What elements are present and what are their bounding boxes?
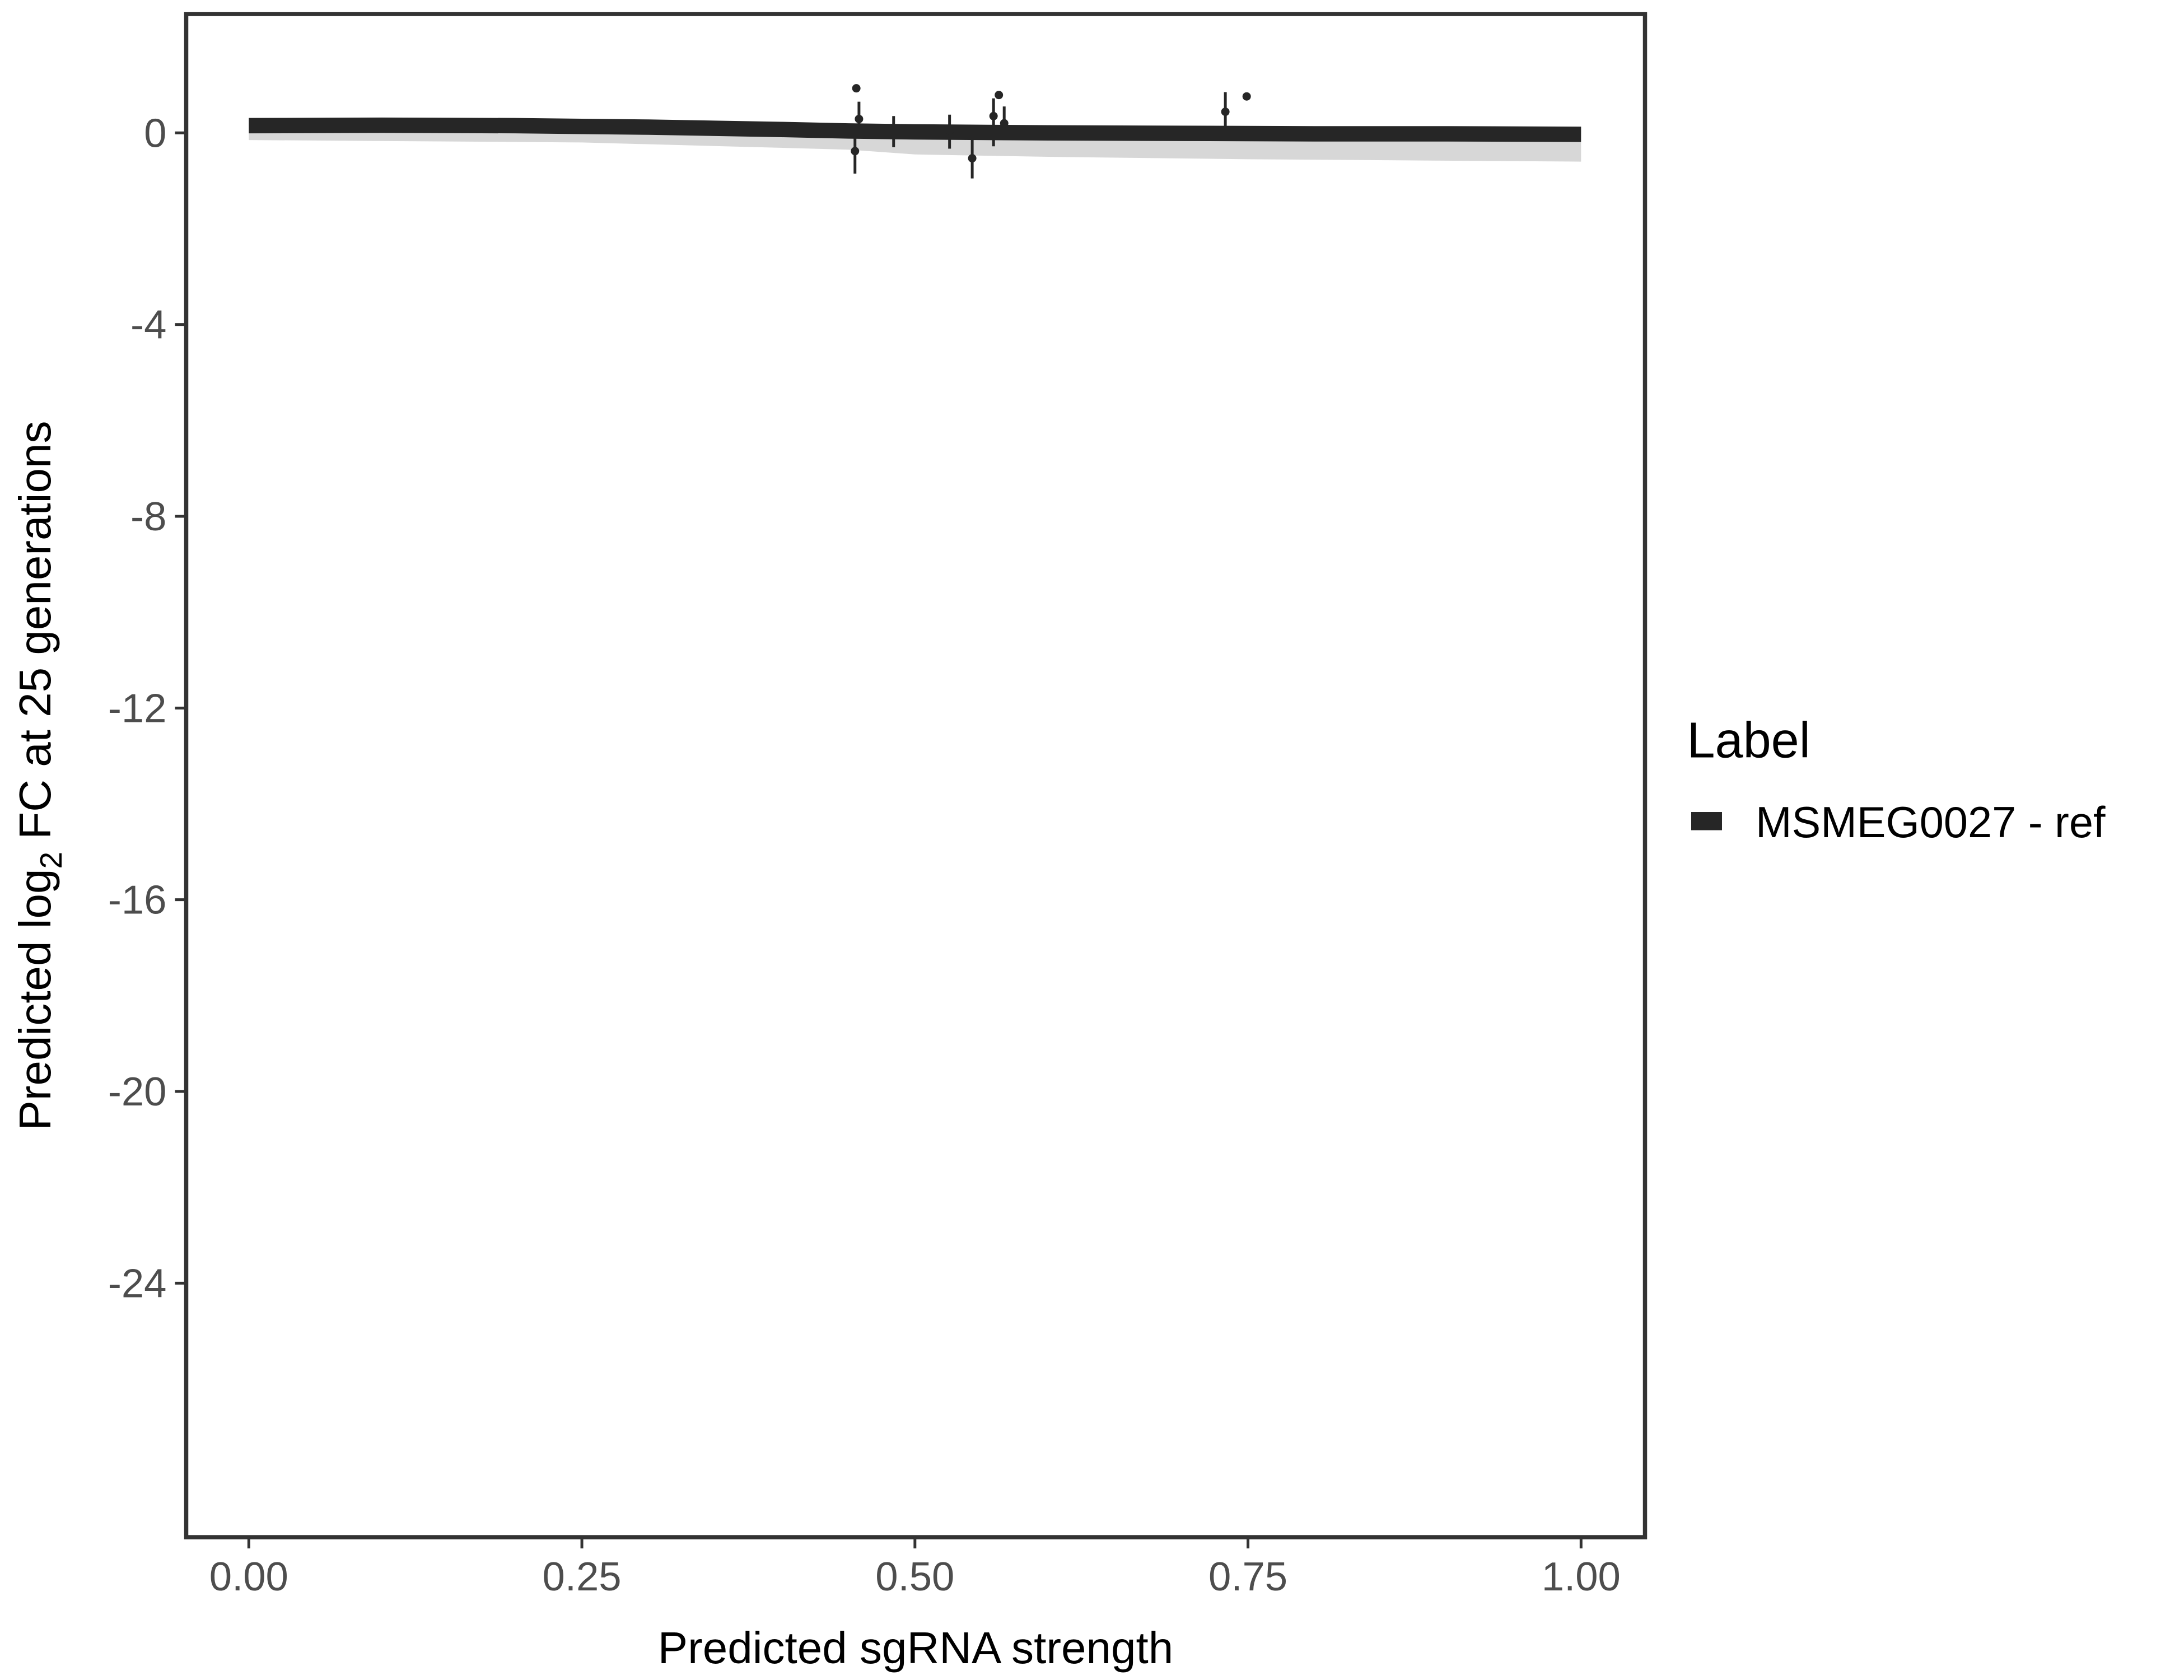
x-tick-label: 0.50 bbox=[875, 1554, 954, 1599]
fit-line-path bbox=[249, 117, 1581, 142]
y-tick-label: -8 bbox=[130, 494, 166, 539]
y-tick-label: -24 bbox=[108, 1261, 167, 1306]
x-axis: 0.00 0.25 0.50 0.75 1.00 bbox=[209, 1537, 1621, 1599]
data-point bbox=[1221, 108, 1230, 116]
x-tick-label: 0.00 bbox=[209, 1554, 288, 1599]
data-point bbox=[1242, 92, 1251, 101]
x-tick-label: 0.25 bbox=[543, 1554, 622, 1599]
data-point bbox=[1000, 119, 1009, 128]
data-point bbox=[852, 84, 861, 93]
y-tick-label: -4 bbox=[130, 302, 166, 348]
y-tick-label: 0 bbox=[144, 110, 166, 156]
data-points bbox=[851, 84, 1251, 179]
legend-key bbox=[1691, 812, 1722, 830]
legend-title: Label bbox=[1687, 713, 1810, 769]
y-tick-label: -20 bbox=[108, 1069, 167, 1114]
data-point bbox=[968, 154, 977, 163]
data-point bbox=[945, 126, 954, 135]
plot-panel-border bbox=[184, 12, 1648, 1539]
data-point bbox=[889, 124, 898, 133]
x-tick-label: 0.75 bbox=[1208, 1554, 1287, 1599]
y-axis: 0 -4 -8 -12 -16 -20 -24 bbox=[108, 110, 186, 1306]
y-axis-title: Predicted log2 FC at 25 generations bbox=[10, 421, 68, 1131]
fit-line bbox=[249, 117, 1581, 142]
x-tick-label: 1.00 bbox=[1542, 1554, 1621, 1599]
data-point bbox=[989, 111, 998, 120]
legend-label: MSMEG0027 - ref bbox=[1756, 799, 2106, 847]
legend: Label MSMEG0027 - ref bbox=[1687, 713, 2106, 847]
data-point bbox=[855, 114, 864, 123]
x-axis-title: Predicted sgRNA strength bbox=[658, 1623, 1173, 1673]
y-tick-label: -12 bbox=[108, 685, 167, 731]
data-point bbox=[995, 91, 1004, 100]
y-tick-label: -16 bbox=[108, 878, 167, 923]
data-point bbox=[851, 147, 860, 156]
